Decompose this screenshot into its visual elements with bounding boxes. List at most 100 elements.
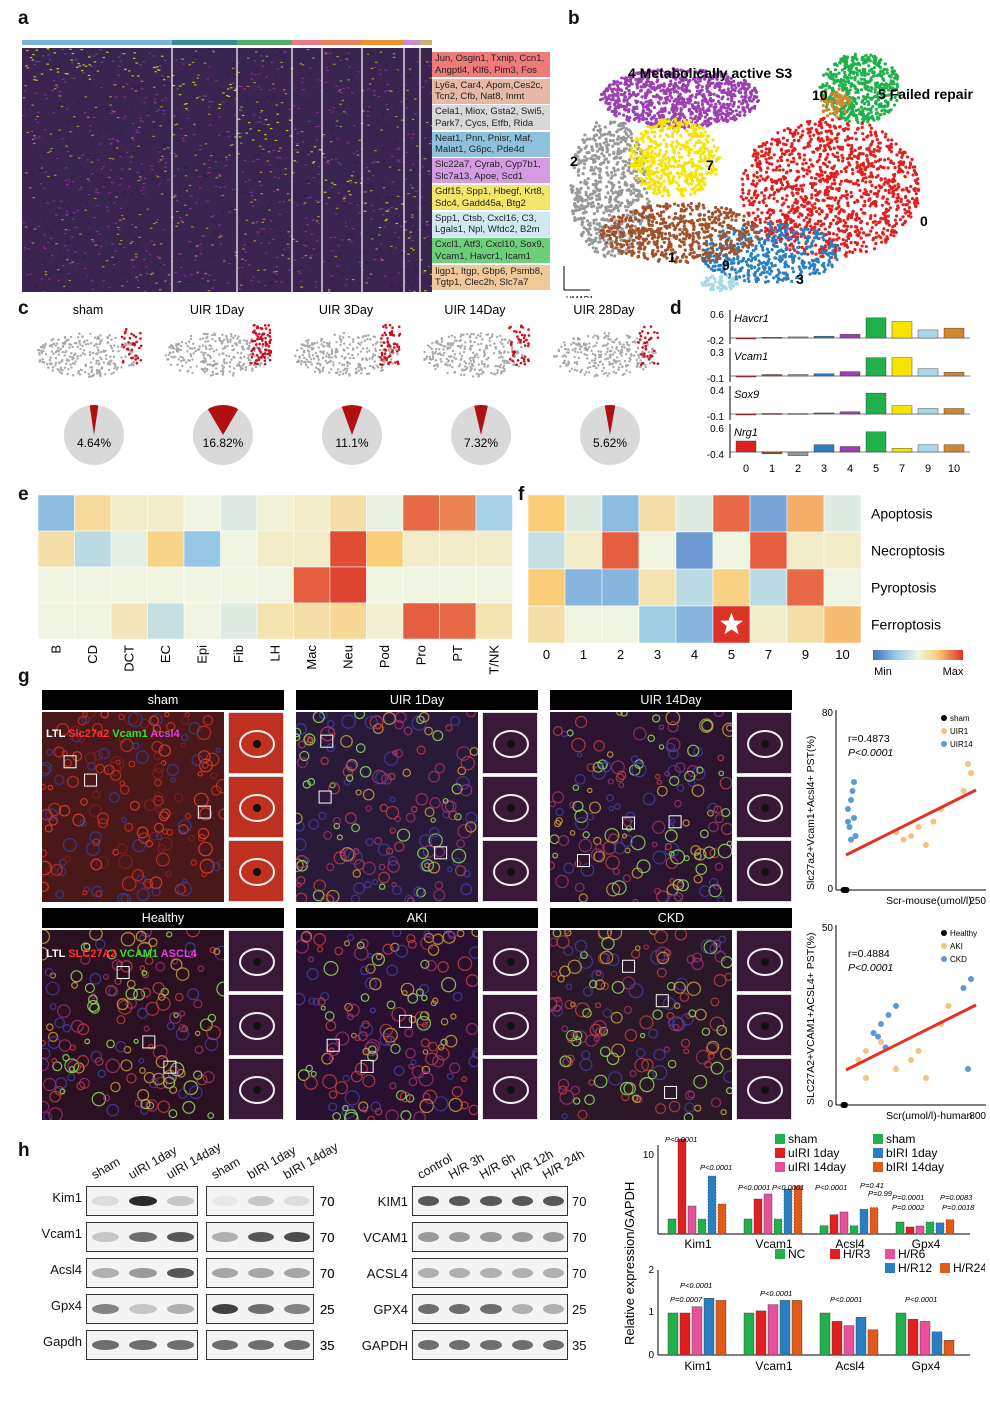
umap-point [770,142,773,145]
heatmap-cell [425,81,428,82]
umap-point [623,106,626,109]
heatmap-cell [293,94,296,95]
heatmap-cell [135,277,138,278]
heatmap-cell [155,283,158,284]
heatmap-cell [384,91,387,92]
umap-point [813,202,816,205]
heatmap-cell [411,287,414,288]
heatmap-cell [381,208,384,209]
umap-point [827,231,830,234]
heatmap-cell [58,146,61,147]
umap-point [875,108,878,111]
umap-point [894,166,897,169]
heatmap-cell [85,203,88,204]
umap-point [835,187,838,190]
heatmap-cell [247,86,250,87]
heatmap-cell [44,94,47,95]
heatmap-cell [65,180,68,181]
heatmap-cell [331,129,334,130]
heatmap-cell [271,173,274,174]
heatmap-cell [257,154,260,155]
heatmap-cell [153,121,156,122]
umap-point [626,103,629,106]
heatmap-cell [108,287,111,288]
heatmap-cell [197,230,200,231]
umap-point [874,56,877,59]
heatmap-cell [121,53,124,54]
heatmap-cell [335,86,338,87]
umap-point [645,81,648,84]
heatmap-cell [180,263,183,264]
umap-point [911,173,914,176]
heatmap-cell [275,54,278,55]
umap-point [890,150,893,153]
umap-point [822,149,825,152]
heatmap-cell [268,207,271,208]
heatmap-cell [213,230,216,231]
umap-point [829,148,832,151]
heatmap-cell [143,259,146,260]
heatmap-cell [195,202,198,203]
heatmap-cell [102,280,105,281]
heatmap-cell [389,90,392,91]
umap-point [850,66,853,69]
heatmap-cell [56,68,59,69]
umap-point [780,155,783,158]
heatmap-cell [193,193,196,194]
heatmap-cell [57,134,60,135]
umap-point [875,236,878,239]
heatmap-cell [150,195,153,196]
umap-point [882,227,885,230]
heatmap-cell [139,84,142,85]
umap-point [809,225,812,228]
umap-point [766,271,769,274]
heatmap-cell [389,250,392,251]
heatmap-cell [240,285,243,286]
heatmap-cell [346,279,349,280]
umap-point [716,110,719,113]
umap-point [623,95,626,98]
umap-point [835,207,838,210]
heatmap-cell [70,183,73,184]
umap-point [848,153,851,156]
heatmap-cell [107,289,110,290]
umap-point [610,98,613,101]
umap-point [877,221,880,224]
heatmap-cell [386,202,389,203]
heatmap-cell [424,290,427,291]
heatmap-cell [183,140,186,141]
umap-point [833,178,836,181]
heatmap-cell [62,79,65,80]
heatmap-cell [233,267,236,268]
heatmap-cell [232,83,235,84]
umap-point [617,86,620,89]
heatmap-cell [300,116,303,117]
umap-point [774,138,777,141]
heatmap-cell [47,213,50,214]
umap-point [795,184,798,187]
umap-point [779,234,782,237]
heatmap-cell [159,65,162,66]
heatmap-cell [88,180,91,181]
heatmap-cell [180,128,183,129]
heatmap-cell [208,101,211,102]
umap-point [885,201,888,204]
heatmap-cell [63,286,66,287]
heatmap-cell [65,229,68,230]
umap-point [767,238,770,241]
heatmap-cell [317,250,320,251]
heatmap-cell [46,64,49,65]
umap-point [851,84,854,87]
heatmap-cell [347,79,350,80]
heatmap-cell [124,69,127,70]
umap-point [852,210,855,213]
heatmap-cell [139,277,142,278]
heatmap-cell [367,88,370,89]
heatmap-cell [141,88,144,89]
umap-point [729,93,732,96]
heatmap-cell [253,240,256,241]
heatmap-cell [25,65,28,66]
heatmap-cell [255,274,258,275]
umap-point [678,94,681,97]
umap-point [845,58,848,61]
